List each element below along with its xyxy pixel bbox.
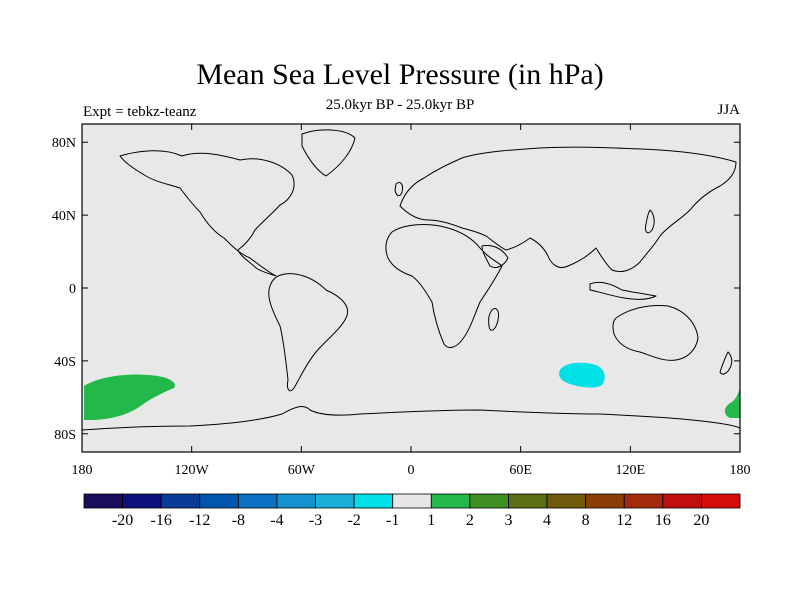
anomaly-region-south-pacific <box>84 374 175 420</box>
colorbar-label: 2 <box>466 512 474 529</box>
lon-tick-label: 60W <box>288 463 316 478</box>
latitude-axis: 80N 40N 0 40S 80S <box>52 136 740 443</box>
colorbar-swatch <box>430 493 471 509</box>
lon-tick-label: 120E <box>616 463 646 478</box>
colorbar-swatch <box>585 493 625 509</box>
lon-tick-label: 180 <box>72 463 93 478</box>
colorbar-label: -16 <box>151 512 172 529</box>
coastline-new-zealand <box>719 351 733 375</box>
colorbar-swatch <box>122 493 162 509</box>
colorbar-label: -3 <box>309 512 322 529</box>
colorbar-label: -1 <box>386 512 399 529</box>
anomaly-region-southern-indian <box>559 362 605 388</box>
lat-tick-label: 80N <box>52 136 76 151</box>
lat-tick-label: 40N <box>52 209 76 224</box>
colorbar-swatch <box>469 493 509 509</box>
colorbar-swatch <box>83 493 123 509</box>
lat-tick-label: 80S <box>54 428 76 443</box>
colorbar-swatch <box>276 493 316 509</box>
coastline-japan <box>645 209 655 234</box>
colorbar-label: 4 <box>543 512 551 529</box>
colorbar-label: 1 <box>427 512 435 529</box>
colorbar-label: 20 <box>693 512 709 529</box>
coastline-south-america <box>268 273 348 392</box>
colorbar-swatch <box>353 493 394 509</box>
colorbar-label: -4 <box>270 512 283 529</box>
colorbar-swatch <box>199 493 239 509</box>
coastline-eurasia <box>399 146 737 273</box>
coastline-australia <box>612 305 699 361</box>
map-content <box>82 129 740 431</box>
colorbar-label: -12 <box>189 512 210 529</box>
coastline-north-america <box>119 150 295 277</box>
anomaly-region-tasman-edge <box>724 388 740 418</box>
colorbar-label: -2 <box>347 512 360 529</box>
longitude-axis: 180 120W 60W 0 60E 120E 180 <box>72 124 751 478</box>
lon-tick-label: 120W <box>175 463 210 478</box>
season-label: JJA <box>717 102 740 118</box>
colorbar-label: -20 <box>112 512 133 529</box>
colorbar-swatch <box>392 493 432 509</box>
colorbar-swatch <box>315 493 355 509</box>
coastline-indonesia <box>589 281 657 300</box>
colorbar-swatch <box>662 493 702 509</box>
lon-tick-label: 60E <box>509 463 532 478</box>
colorbar-label: -8 <box>232 512 245 529</box>
coastlines <box>82 129 740 431</box>
colorbar-swatch <box>237 493 278 509</box>
coastline-greenland <box>301 129 356 177</box>
colorbar-label: 8 <box>582 512 590 529</box>
coastline-madagascar <box>488 307 499 331</box>
colorbar: -20 -16 -12 -8 -4 -3 -2 -1 1 2 3 4 8 12 16 20 <box>83 493 741 529</box>
lon-tick-label: 0 <box>408 463 415 478</box>
lat-tick-label: 0 <box>69 282 76 297</box>
coastline-british-isles <box>394 181 403 197</box>
map-background <box>82 124 740 452</box>
coastline-arabia <box>481 245 509 269</box>
coastline-antarctica <box>82 406 740 431</box>
colorbar-swatch <box>623 493 664 509</box>
coastline-africa <box>385 224 503 348</box>
colorbar-label: 12 <box>616 512 632 529</box>
lat-tick-label: 40S <box>54 355 76 370</box>
experiment-label: Expt = tebkz-teanz <box>83 104 197 120</box>
colorbar-label: 16 <box>655 512 671 529</box>
colorbar-swatch <box>508 493 548 509</box>
plot-title: Mean Sea Level Pressure (in hPa) <box>196 58 604 91</box>
colorbar-label: 3 <box>504 512 512 529</box>
lon-tick-label: 180 <box>730 463 751 478</box>
plot-subtitle: 25.0kyr BP - 25.0kyr BP <box>325 97 475 113</box>
colorbar-swatch <box>546 493 587 509</box>
colorbar-swatch <box>701 493 741 509</box>
colorbar-swatch <box>160 493 201 509</box>
